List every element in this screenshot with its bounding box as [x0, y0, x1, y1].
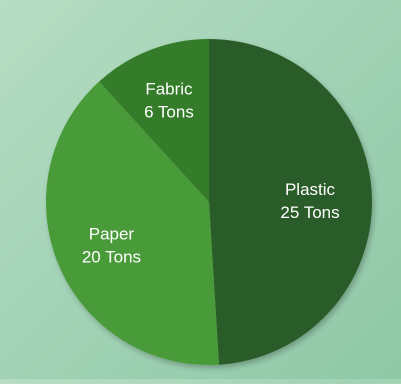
- slice-value-plastic: 25 Tons: [280, 203, 339, 222]
- pie-slice-plastic: [209, 39, 372, 365]
- slice-label-fabric: Fabric: [145, 80, 193, 99]
- pie-slice-fabric: [99, 39, 209, 202]
- pie-slices: [45, 39, 372, 365]
- pie-slice-paper: [45, 81, 220, 365]
- slice-value-fabric: 6 Tons: [144, 103, 194, 122]
- pie-labels: Plastic 25 Tons Paper 20 Tons Fabric 6 Tons: [82, 80, 340, 267]
- slice-value-paper: 20 Tons: [82, 247, 141, 266]
- slice-label-plastic: Plastic: [285, 180, 336, 199]
- slice-label-paper: Paper: [89, 224, 135, 243]
